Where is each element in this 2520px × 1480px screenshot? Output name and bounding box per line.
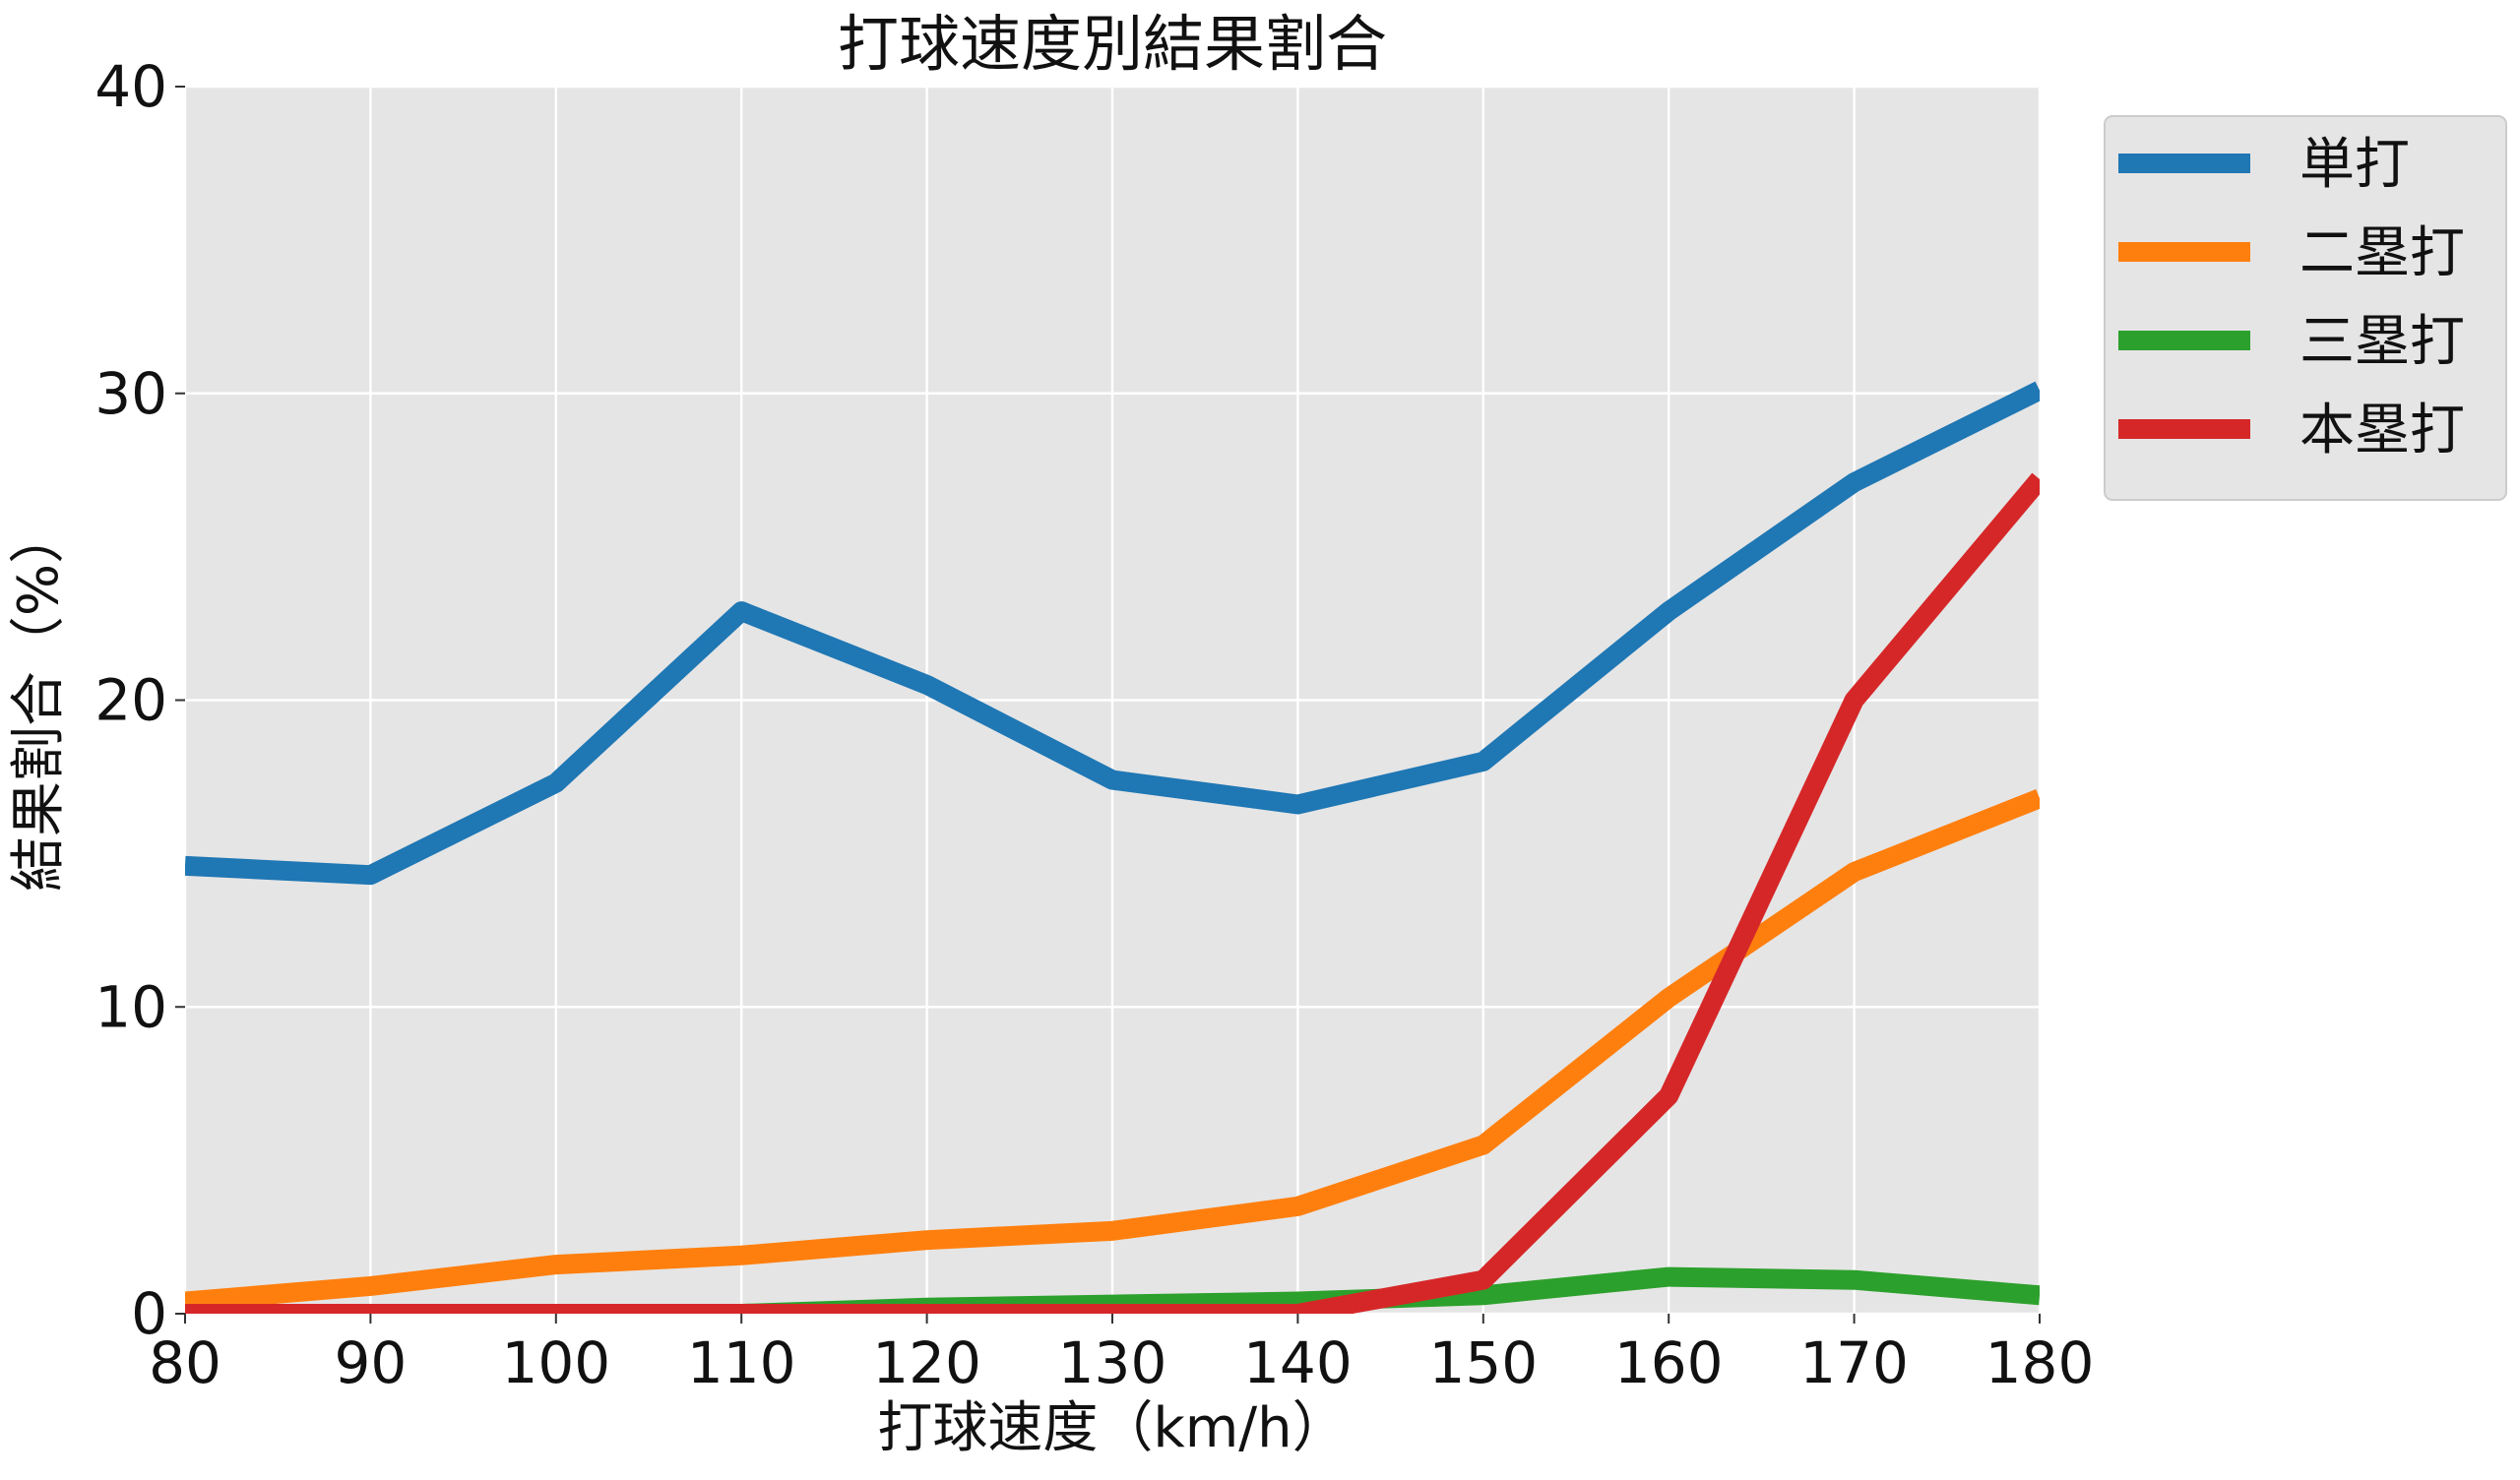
x-axis-label: 打球速度（km/h） [877, 1396, 1347, 1460]
legend-label: 三塁打 [2300, 310, 2465, 374]
x-tick-label: 90 [334, 1329, 407, 1396]
legend-box [2104, 115, 2507, 501]
x-tick-label: 160 [1614, 1329, 1724, 1396]
legend-label: 単打 [2300, 133, 2410, 197]
series-lines [185, 381, 2040, 1314]
y-tick-label: 20 [94, 667, 167, 734]
legend-label: 本塁打 [2300, 399, 2465, 462]
y-tick-label: 0 [131, 1280, 167, 1347]
x-tick-label: 80 [149, 1329, 221, 1396]
x-tick-label: 110 [687, 1329, 796, 1396]
x-tick-label: 100 [501, 1329, 610, 1396]
x-tick-label: 120 [872, 1329, 981, 1396]
x-tick-label: 170 [1799, 1329, 1909, 1396]
series-line-0 [185, 381, 2040, 886]
x-tick-label: 130 [1058, 1329, 1167, 1396]
x-tick-label: 150 [1428, 1329, 1538, 1396]
y-tick-label: 40 [94, 53, 167, 120]
y-tick-label: 10 [94, 973, 167, 1040]
y-axis-label: 結果割合（%） [7, 509, 71, 892]
y-tick-label: 30 [94, 360, 167, 427]
chart-title: 打球速度別結果割合 [838, 8, 1387, 80]
legend-label: 二塁打 [2300, 221, 2465, 285]
x-tick-label: 140 [1243, 1329, 1353, 1396]
series-line-3 [185, 472, 2040, 1314]
x-tick-label: 180 [1985, 1329, 2095, 1396]
axes: 80 90 100 110 120 130 140 150 160 170 180 0 10 20 30 40 [94, 53, 2094, 1396]
